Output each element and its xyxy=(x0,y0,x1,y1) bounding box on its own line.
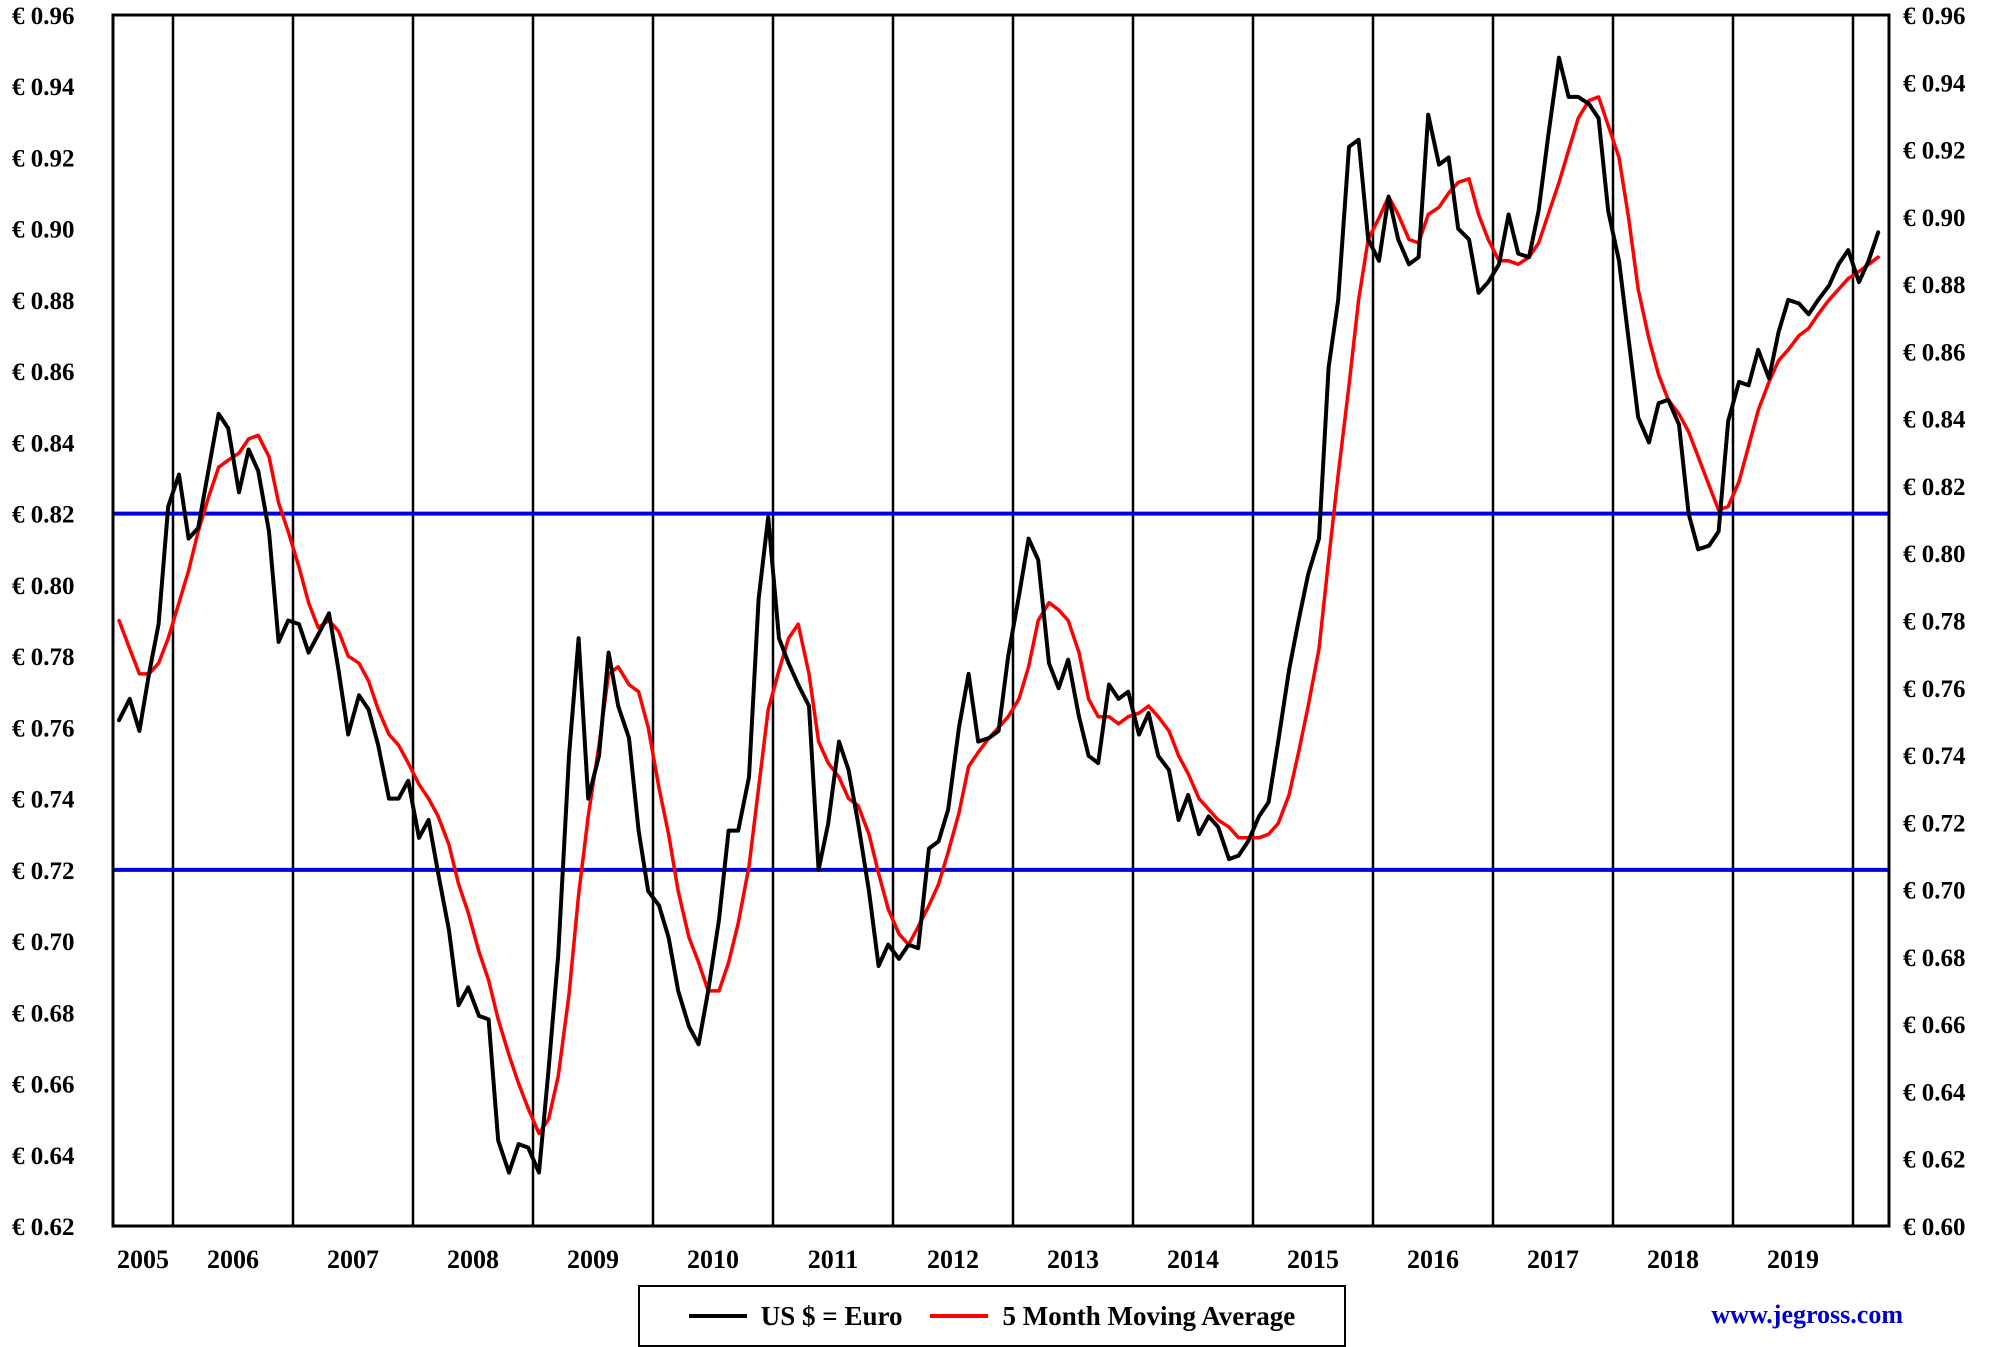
x-axis: 2005 2006 2007 2008 2009 2010 2011 2012 2013 2014… xyxy=(117,1245,1819,1274)
left-tick-label: € 0.74 xyxy=(12,787,75,814)
left-tick-label: € 0.68 xyxy=(12,1000,75,1027)
series-layer xyxy=(117,55,1881,1175)
right-tick-label: € 0.64 xyxy=(1903,1079,1966,1106)
left-tick-label: € 0.86 xyxy=(12,359,75,386)
year-label: 2016 xyxy=(1407,1245,1459,1274)
left-axis: € 0.96 € 0.94 € 0.92 € 0.90 € 0.88 € 0.86 € 0.… xyxy=(12,3,75,1241)
year-label: 2019 xyxy=(1767,1245,1819,1274)
left-tick-label: € 0.94 xyxy=(12,74,75,101)
year-label: 2011 xyxy=(808,1245,859,1274)
right-tick-label: € 0.94 xyxy=(1903,70,1966,97)
right-tick-label: € 0.96 xyxy=(1903,3,1966,30)
right-tick-label: € 0.84 xyxy=(1903,407,1966,434)
right-tick-label: € 0.76 xyxy=(1903,676,1966,703)
right-tick-label: € 0.86 xyxy=(1903,339,1966,366)
right-tick-label: € 0.90 xyxy=(1903,205,1966,232)
right-tick-label: € 0.82 xyxy=(1903,474,1966,501)
left-tick-label: € 0.92 xyxy=(12,145,75,172)
legend-swatch-moving-average xyxy=(930,1314,989,1318)
year-label: 2015 xyxy=(1287,1245,1339,1274)
year-label: 2008 xyxy=(447,1245,499,1274)
year-label: 2018 xyxy=(1647,1245,1699,1274)
legend: US $ = Euro 5 Month Moving Average xyxy=(638,1285,1346,1347)
left-tick-label: € 0.84 xyxy=(12,430,75,457)
right-tick-label: € 0.68 xyxy=(1903,945,1966,972)
year-label: 2013 xyxy=(1047,1245,1099,1274)
left-tick-label: € 0.80 xyxy=(12,573,75,600)
plot-frame xyxy=(111,13,1891,1228)
legend-item-rate: US $ = Euro xyxy=(688,1300,903,1332)
series-line-rate xyxy=(117,55,1881,1175)
right-tick-label: € 0.74 xyxy=(1903,743,1966,770)
right-tick-label: € 0.60 xyxy=(1903,1214,1966,1241)
right-tick-label: € 0.78 xyxy=(1903,609,1966,636)
right-tick-label: € 0.62 xyxy=(1903,1147,1966,1174)
left-tick-label: € 0.96 xyxy=(12,3,75,30)
year-label: 2014 xyxy=(1167,1245,1219,1274)
left-tick-label: € 0.82 xyxy=(12,502,75,529)
left-tick-label: € 0.90 xyxy=(12,217,75,244)
right-tick-label: € 0.70 xyxy=(1903,878,1966,905)
left-tick-label: € 0.70 xyxy=(12,929,75,956)
right-tick-label: € 0.88 xyxy=(1903,272,1966,299)
right-axis: € 0.96 € 0.94 € 0.92 € 0.90 € 0.88 € 0.86 € 0.… xyxy=(1903,3,1966,1241)
legend-label-moving-average: 5 Month Moving Average xyxy=(1002,1300,1296,1331)
year-label: 2017 xyxy=(1527,1245,1579,1274)
right-tick-label: € 0.72 xyxy=(1903,810,1966,837)
left-tick-label: € 0.62 xyxy=(12,1214,75,1241)
year-label: 2010 xyxy=(687,1245,739,1274)
left-tick-label: € 0.78 xyxy=(12,644,75,671)
right-tick-label: € 0.80 xyxy=(1903,541,1966,568)
year-label: 2009 xyxy=(567,1245,619,1274)
left-tick-label: € 0.76 xyxy=(12,715,75,742)
year-label: 2006 xyxy=(207,1245,259,1274)
left-tick-label: € 0.66 xyxy=(12,1072,75,1099)
right-tick-label: € 0.66 xyxy=(1903,1012,1966,1039)
left-tick-label: € 0.88 xyxy=(12,288,75,315)
legend-swatch-rate xyxy=(688,1314,747,1318)
legend-label-rate: US $ = Euro xyxy=(760,1300,903,1331)
reference-lines xyxy=(113,511,1889,872)
credit-link[interactable]: www.jegross.com xyxy=(1711,1300,1903,1329)
year-label: 2007 xyxy=(327,1245,379,1274)
series-line-moving-average xyxy=(117,95,1880,1136)
right-tick-label: € 0.92 xyxy=(1903,138,1966,165)
year-label: 2012 xyxy=(927,1245,979,1274)
legend-item-moving-average: 5 Month Moving Average xyxy=(930,1301,1295,1332)
left-tick-label: € 0.72 xyxy=(12,858,75,885)
year-label: 2005 xyxy=(117,1245,169,1274)
year-gridlines xyxy=(171,15,1855,1226)
left-tick-label: € 0.64 xyxy=(12,1143,75,1170)
